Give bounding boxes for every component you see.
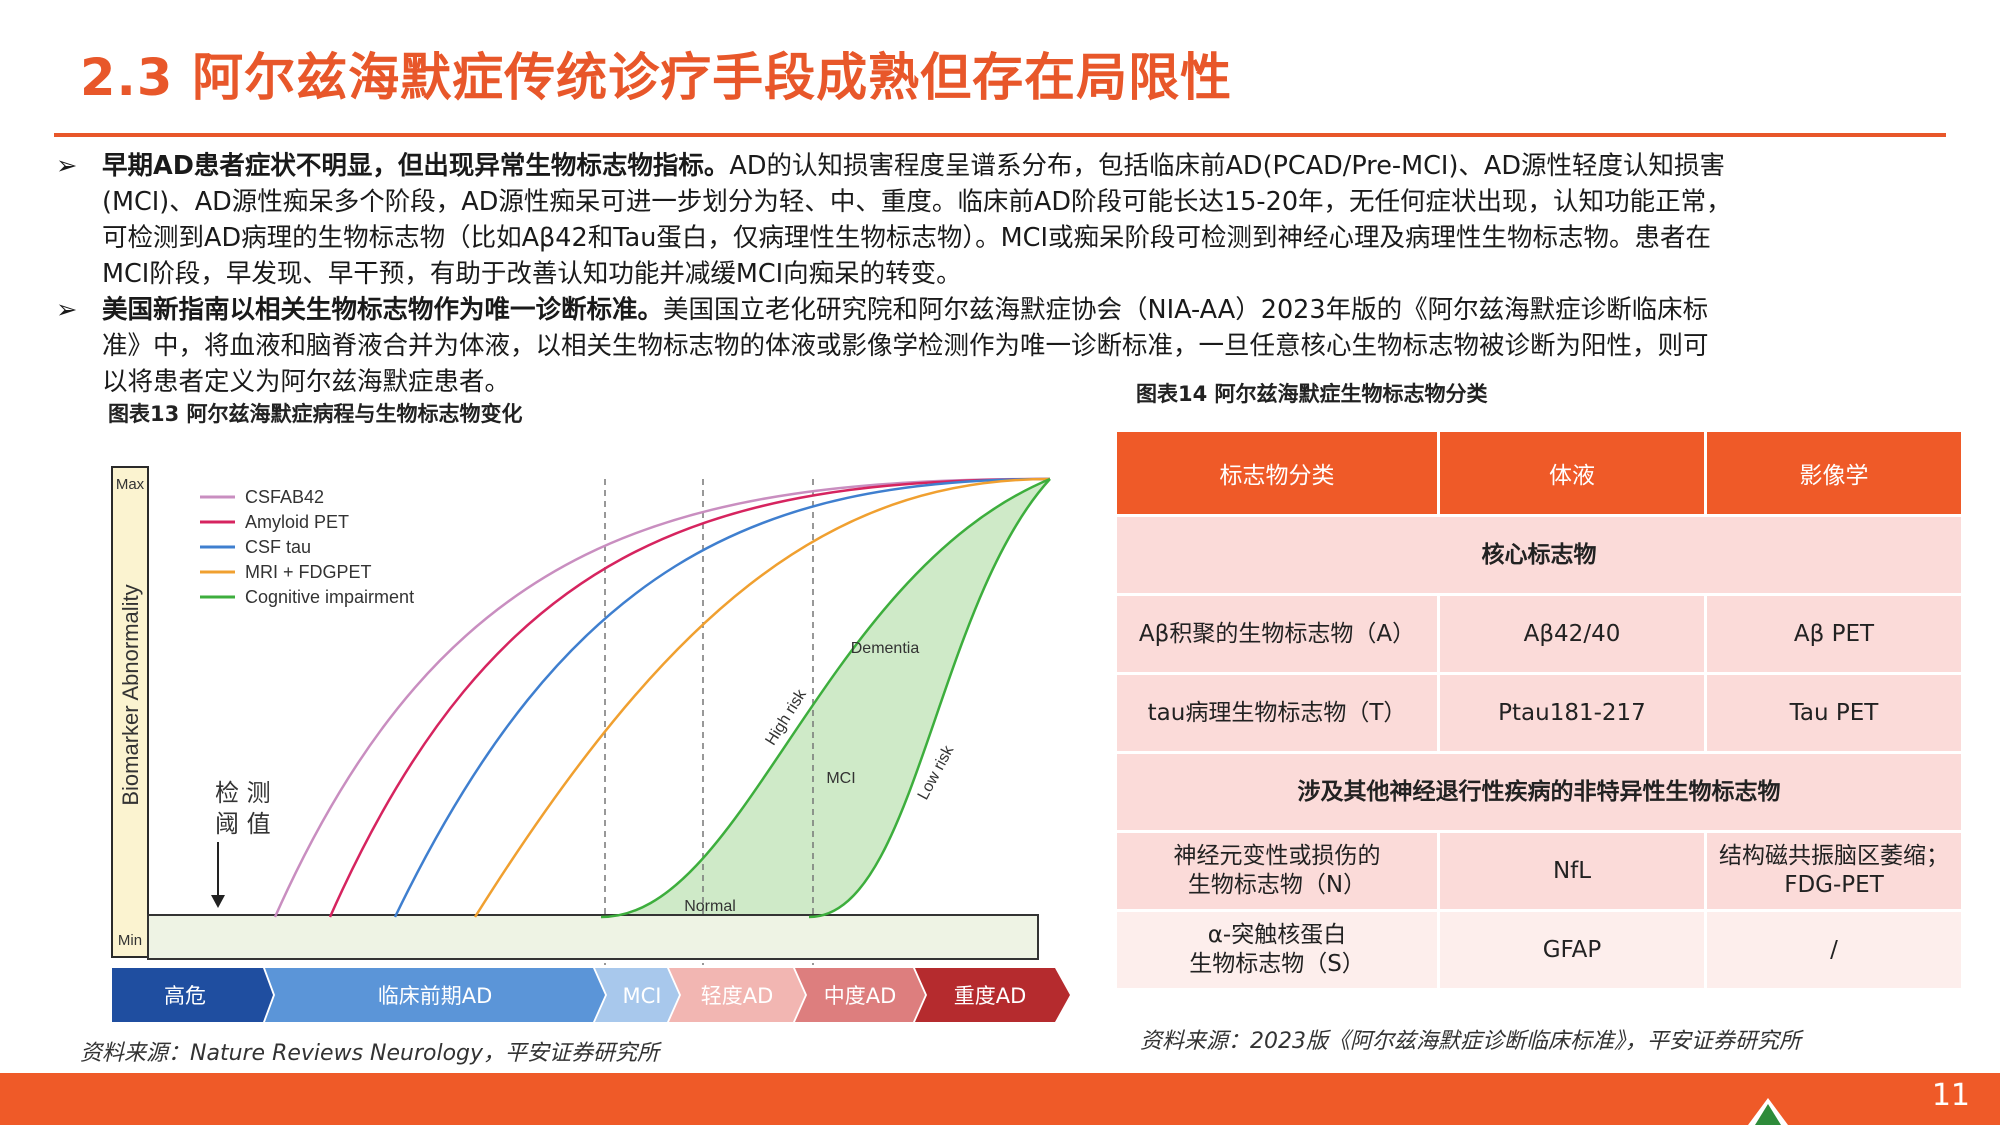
table-row: Aβ积聚的生物标志物（A） Aβ42/40 Aβ PET (1114, 593, 1964, 675)
stage-label: 中度AD (824, 984, 897, 1008)
legend-label: CSFAB42 (245, 487, 324, 507)
cell-fluid: Ptau181-217 (1437, 672, 1707, 754)
table-section-row: 涉及其他神经退行性疾病的非特异性生物标志物 (1114, 751, 1964, 833)
stage-segment (795, 968, 925, 1022)
y-axis-bar (111, 466, 149, 958)
cell-imaging: Aβ PET (1704, 593, 1964, 675)
stage-label: MCI (623, 984, 662, 1008)
bullet-list: ➢ 早期AD患者症状不明显，但出现异常生物标志物指标。AD的认知损害程度呈谱系分… (56, 148, 1956, 400)
page-title: 2.3 阿尔兹海默症传统诊疗手段成熟但存在局限性 (80, 49, 1233, 108)
cell-category: tau病理生物标志物（T） (1114, 672, 1440, 754)
stage-label: 高危 (164, 984, 206, 1008)
curve-cognitive-high-risk (600, 477, 1051, 919)
cell-line: 结构磁共振脑区萎缩； (1719, 843, 1949, 869)
company-logo-icon (1748, 1098, 1788, 1125)
curve-csfab42 (273, 477, 1051, 918)
threshold-label-line2: 阈 值 (215, 810, 271, 838)
curve-cognitive-low-risk (808, 478, 1051, 919)
legend-label: CSF tau (245, 537, 311, 557)
biomarker-chart-svg: Max Min Biomarker Abnormality CSFAB42 Am… (111, 466, 1070, 1022)
cell-fluid: Aβ42/40 (1437, 593, 1707, 675)
annotation-dementia: Dementia (851, 640, 920, 657)
cell-line: 生物标志物（S） (1189, 951, 1365, 977)
page-number: 11 (1931, 1078, 1970, 1113)
curve-csf-tau (393, 477, 1051, 918)
annotation-mci: MCI (826, 770, 855, 787)
threshold-arrowhead-icon (211, 895, 225, 908)
legend-label: Amyloid PET (245, 512, 349, 532)
column-header-fluid: 体液 (1437, 429, 1707, 517)
cell-imaging: / (1704, 909, 1964, 991)
section-title-nonspecific: 涉及其他神经退行性疾病的非特异性生物标志物 (1114, 751, 1964, 833)
threshold-label-line1: 检 测 (215, 779, 271, 807)
figure14-source: 资料来源：2023版《阿尔兹海默症诊断临床标准》，平安证券研究所 (1140, 1029, 1801, 1054)
bullet-line: 早期AD患者症状不明显，但出现异常生物标志物指标。AD的认知损害程度呈谱系分布，… (102, 148, 1956, 184)
curve-amyloid-pet (328, 477, 1051, 918)
bullet-lead: 早期AD患者症状不明显，但出现异常生物标志物指标。 (102, 151, 730, 181)
section-title-core: 核心标志物 (1114, 514, 1964, 596)
stage-label: 临床前期AD (378, 984, 493, 1008)
stage-segment (265, 968, 605, 1022)
cell-fluid: GFAP (1437, 909, 1707, 991)
figure14-title: 图表14 阿尔兹海默症生物标志物分类 (1136, 382, 1488, 406)
y-axis-label: Biomarker Abnormality (118, 584, 143, 805)
stage-segment (112, 968, 273, 1022)
stage-band: 高危 临床前期AD MCI 轻度AD 中度AD 重度AD (112, 968, 1070, 1022)
cell-line: α-突触核蛋白 (1207, 922, 1347, 948)
bullet-item-early-ad: ➢ 早期AD患者症状不明显，但出现异常生物标志物指标。AD的认知损害程度呈谱系分… (56, 148, 1956, 292)
cell-line: FDG-PET (1784, 872, 1884, 898)
curve-mri-fdgpet (473, 477, 1051, 918)
figure13-source: 资料来源：Nature Reviews Neurology，平安证券研究所 (80, 1041, 660, 1066)
bullet-line: MCI阶段，早发现、早干预，有助于改善认知功能并减缓MCI向痴呆的转变。 (102, 259, 962, 289)
cell-imaging: 结构磁共振脑区萎缩； FDG-PET (1704, 830, 1964, 912)
biomarker-table: 标志物分类 体液 影像学 核心标志物 Aβ积聚的生物标志物（A） Aβ42/40… (1114, 429, 1964, 991)
table-header-row: 标志物分类 体液 影像学 (1114, 429, 1964, 517)
footer-bar (0, 1073, 2000, 1125)
arrow-bullet-icon: ➢ (56, 151, 78, 181)
legend-label: Cognitive impairment (245, 587, 414, 607)
figure13-title: 图表13 阿尔兹海默症病程与生物标志物变化 (108, 402, 523, 426)
bullet-line: 可检测到AD病理的生物标志物（比如Aβ42和Tau蛋白，仅病理性生物标志物）。M… (102, 223, 1711, 253)
stage-label: 重度AD (954, 984, 1027, 1008)
bullet-line: (MCI)、AD源性痴呆多个阶段，AD源性痴呆可进一步划分为轻、中、重度。临床前… (102, 187, 1732, 217)
table-section-row: 核心标志物 (1114, 514, 1964, 596)
cell-category: 神经元变性或损伤的 生物标志物（N） (1114, 830, 1440, 912)
stage-segment (915, 968, 1070, 1022)
bullet-line: 准》中，将血液和脑脊液合并为体液，以相关生物标志物的体液或影像学检测作为唯一诊断… (102, 331, 1709, 361)
y-tick-max: Max (116, 476, 145, 493)
arrow-bullet-icon: ➢ (56, 295, 78, 325)
bullet-line: 以将患者定义为阿尔兹海默症患者。 (102, 367, 511, 397)
bullet-line: 美国新指南以相关生物标志物作为唯一诊断标准。美国国立老化研究院和阿尔兹海默症协会… (102, 292, 1956, 328)
bullet-text: 美国国立老化研究院和阿尔兹海默症协会（NIA-AA）2023年版的《阿尔兹海默症… (663, 295, 1709, 325)
risk-region (601, 479, 1050, 917)
table-row: α-突触核蛋白 生物标志物（S） GFAP / (1114, 909, 1964, 991)
bullet-text: AD的认知损害程度呈谱系分布，包括临床前AD(PCAD/Pre-MCI)、AD源… (729, 151, 1725, 181)
stage-segment (669, 968, 805, 1022)
cell-category: Aβ积聚的生物标志物（A） (1114, 593, 1440, 675)
column-header-imaging: 影像学 (1704, 429, 1964, 517)
bullet-lead: 美国新指南以相关生物标志物作为唯一诊断标准。 (102, 295, 664, 325)
cell-line: 神经元变性或损伤的 (1173, 843, 1381, 869)
y-tick-min: Min (118, 932, 142, 949)
cell-line: 生物标志物（N） (1187, 872, 1367, 898)
column-header-category: 标志物分类 (1114, 429, 1440, 517)
detection-threshold-band (147, 914, 1039, 960)
annotation-normal: Normal (684, 898, 736, 915)
table-row: tau病理生物标志物（T） Ptau181-217 Tau PET (1114, 672, 1964, 754)
biomarker-chart: Max Min Biomarker Abnormality CSFAB42 Am… (105, 455, 1080, 1025)
table-row: 神经元变性或损伤的 生物标志物（N） NfL 结构磁共振脑区萎缩； FDG-PE… (1114, 830, 1964, 912)
cell-category: α-突触核蛋白 生物标志物（S） (1114, 909, 1440, 991)
chart-legend: CSFAB42 Amyloid PET CSF tau MRI + FDGPET… (200, 487, 414, 607)
cell-fluid: NfL (1437, 830, 1707, 912)
bullet-item-new-guideline: ➢ 美国新指南以相关生物标志物作为唯一诊断标准。美国国立老化研究院和阿尔兹海默症… (56, 292, 1956, 400)
title-underline (54, 133, 1946, 137)
stage-label: 轻度AD (701, 984, 774, 1008)
cell-imaging: Tau PET (1704, 672, 1964, 754)
stage-segment (595, 968, 679, 1022)
legend-label: MRI + FDGPET (245, 562, 372, 582)
